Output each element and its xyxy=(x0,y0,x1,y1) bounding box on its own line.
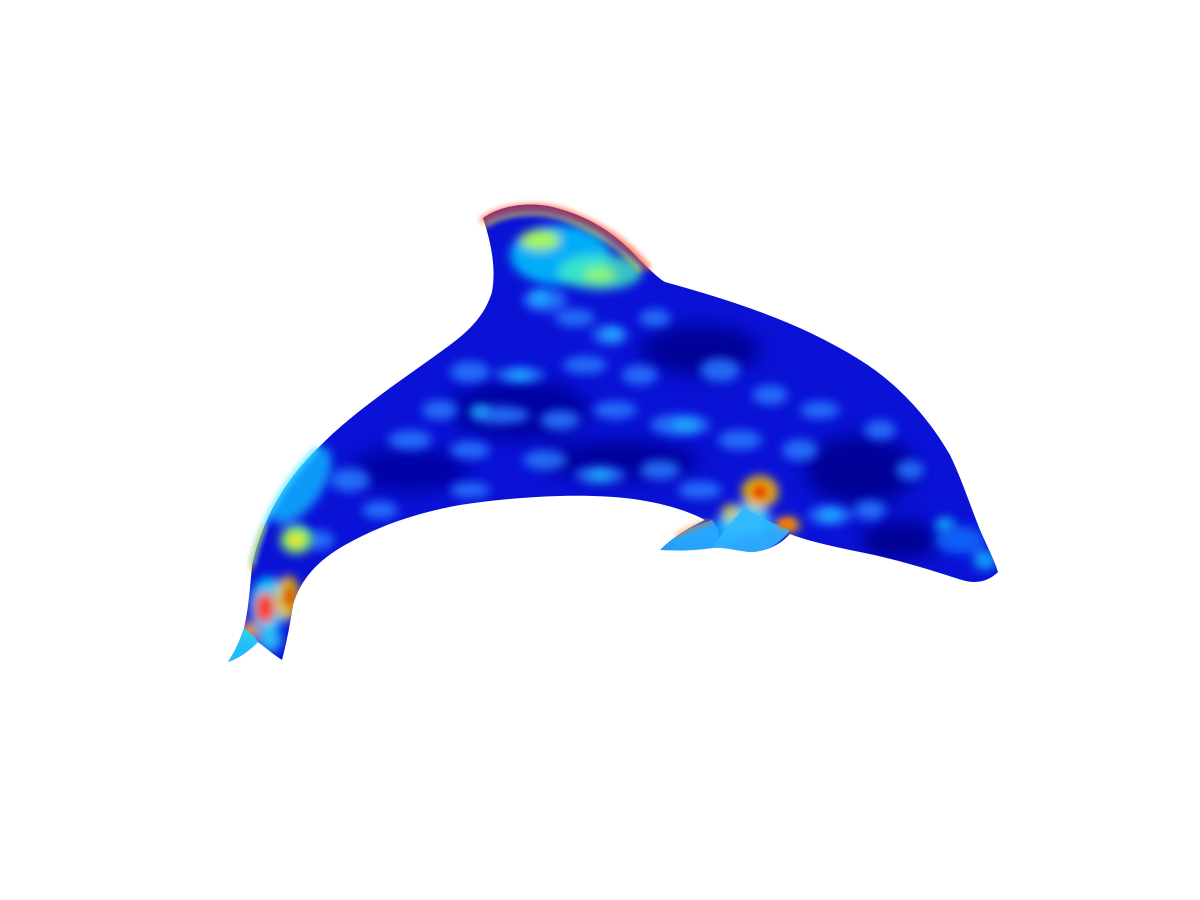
dorsal-fin-rim xyxy=(480,204,651,271)
tail-fluke xyxy=(228,628,258,662)
dolphin-body-shape xyxy=(228,204,998,662)
pectoral-fin-left xyxy=(660,520,719,551)
pectoral-fin-right xyxy=(712,508,790,552)
heatmap-texture xyxy=(238,225,997,652)
